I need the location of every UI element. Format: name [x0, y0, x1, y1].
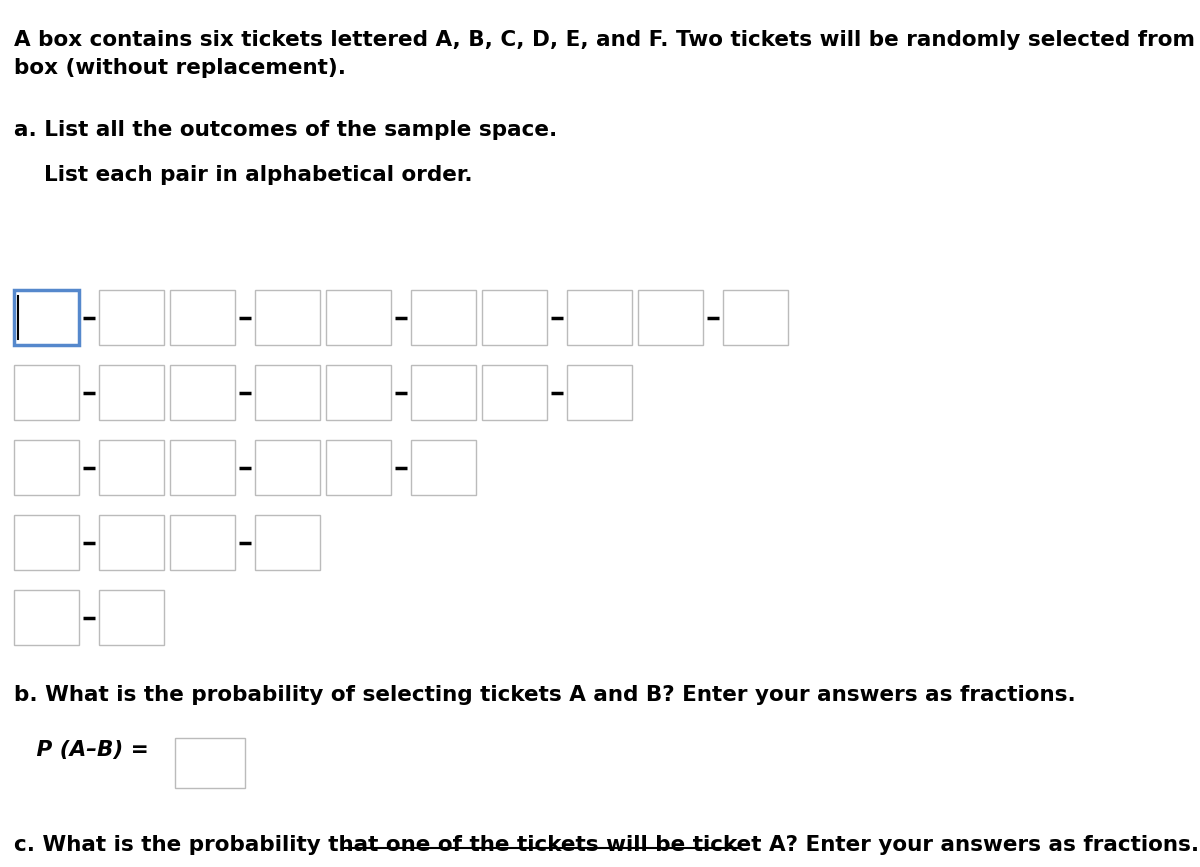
Bar [410, 440, 476, 495]
Bar [14, 290, 79, 345]
Bar [98, 290, 164, 345]
Bar [175, 738, 245, 788]
Bar [326, 365, 391, 420]
Bar [256, 290, 320, 345]
Bar [326, 440, 391, 495]
Bar [170, 515, 235, 570]
Bar [170, 290, 235, 345]
Bar [14, 590, 79, 645]
Bar [170, 440, 235, 495]
Bar [256, 515, 320, 570]
Bar [256, 365, 320, 420]
Bar [256, 440, 320, 495]
Bar [410, 365, 476, 420]
Bar [410, 290, 476, 345]
Text: b. What is the probability of selecting tickets A and B? Enter your answers as f: b. What is the probability of selecting … [14, 685, 1075, 705]
Bar [14, 515, 79, 570]
Bar [482, 290, 547, 345]
Bar [568, 365, 632, 420]
Text: c. What is the probability that one of the tickets will be ticket A? Enter your : c. What is the probability that one of t… [14, 835, 1199, 855]
Bar [98, 515, 164, 570]
Bar [638, 290, 703, 345]
Bar [14, 440, 79, 495]
Bar [14, 365, 79, 420]
Bar [482, 365, 547, 420]
Text: a. List all the outcomes of the sample space.: a. List all the outcomes of the sample s… [14, 120, 557, 140]
Text: List each pair in alphabetical order.: List each pair in alphabetical order. [44, 165, 473, 185]
Bar [98, 440, 164, 495]
Bar [98, 365, 164, 420]
Bar [170, 365, 235, 420]
Bar [98, 590, 164, 645]
Bar [722, 290, 788, 345]
Text: A box contains six tickets lettered A, B, C, D, E, and F. Two tickets will be ra: A box contains six tickets lettered A, B… [14, 30, 1200, 78]
Bar [568, 290, 632, 345]
Text: P (A–B) =: P (A–B) = [14, 740, 149, 760]
Bar [326, 290, 391, 345]
